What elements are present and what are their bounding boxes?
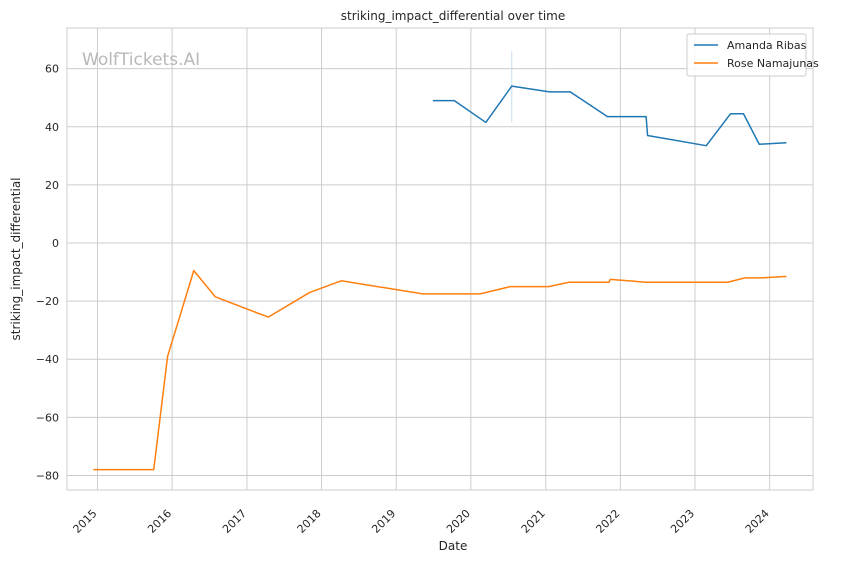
y-tick-label: 0 <box>52 237 59 250</box>
data-point <box>509 83 515 89</box>
grid-lines <box>67 28 813 490</box>
y-tick-label: −40 <box>36 353 59 366</box>
y-tick-label: −60 <box>36 411 59 424</box>
legend-label: Rose Namajunas <box>727 57 819 70</box>
x-tick-label: 2015 <box>71 507 100 536</box>
data-point <box>645 133 651 139</box>
x-tick-label: 2016 <box>145 507 174 536</box>
legend: Amanda Ribas Rose Namajunas <box>686 33 819 77</box>
x-tick-label: 2021 <box>519 507 548 536</box>
data-point <box>547 89 553 95</box>
data-point <box>643 114 649 120</box>
data-point <box>265 314 271 320</box>
data-point <box>725 279 731 285</box>
data-point <box>703 143 709 149</box>
data-point <box>742 275 748 281</box>
series-amanda-ribas <box>430 83 789 149</box>
data-point <box>783 273 789 279</box>
series-group <box>90 83 789 473</box>
series-line <box>432 85 787 147</box>
data-point <box>607 276 613 282</box>
y-tick-label: 20 <box>45 179 59 192</box>
data-point <box>420 291 426 297</box>
data-point <box>477 291 483 297</box>
data-point <box>740 111 746 117</box>
data-point <box>783 140 789 146</box>
series-rose-namajunas <box>90 268 789 473</box>
y-axis: 60 40 20 0 −20 −40 −60 −80 <box>36 63 59 483</box>
x-tick-label: 2024 <box>743 507 772 536</box>
x-axis: 2015 2016 2017 2018 2019 2020 2021 2022 2023 2024 <box>71 507 772 536</box>
y-tick-label: −20 <box>36 295 59 308</box>
legend-label: Amanda Ribas <box>727 39 807 52</box>
data-point <box>90 467 96 473</box>
x-tick-label: 2020 <box>444 507 473 536</box>
plot-border <box>66 27 814 491</box>
data-point <box>191 268 197 274</box>
data-point <box>756 141 762 147</box>
data-point <box>567 89 573 95</box>
data-point <box>151 467 157 473</box>
data-point <box>483 119 489 125</box>
chart-title: striking_impact_differential over time <box>341 9 566 23</box>
watermark: WolfTickets.AI <box>82 50 200 70</box>
series-line <box>93 269 787 471</box>
y-tick-label: 60 <box>45 63 59 76</box>
data-point <box>507 284 513 290</box>
data-point <box>212 294 218 300</box>
y-tick-label: −80 <box>36 469 59 482</box>
data-point <box>451 98 457 104</box>
x-tick-label: 2019 <box>369 507 398 536</box>
data-point <box>604 114 610 120</box>
x-tick-label: 2022 <box>593 507 622 536</box>
x-tick-label: 2023 <box>668 507 697 536</box>
x-axis-title: Date <box>439 539 468 553</box>
data-point <box>643 279 649 285</box>
x-tick-label: 2018 <box>295 507 324 536</box>
data-point <box>546 284 552 290</box>
data-point <box>165 353 171 359</box>
data-point <box>566 279 572 285</box>
y-axis-title: striking_impact_differential <box>9 177 23 340</box>
data-point <box>728 111 734 117</box>
data-point <box>338 278 344 284</box>
data-point <box>307 289 313 295</box>
data-point <box>759 275 765 281</box>
data-point <box>430 98 436 104</box>
y-tick-label: 40 <box>45 121 59 134</box>
plot-area <box>67 28 813 490</box>
x-tick-label: 2017 <box>220 507 249 536</box>
